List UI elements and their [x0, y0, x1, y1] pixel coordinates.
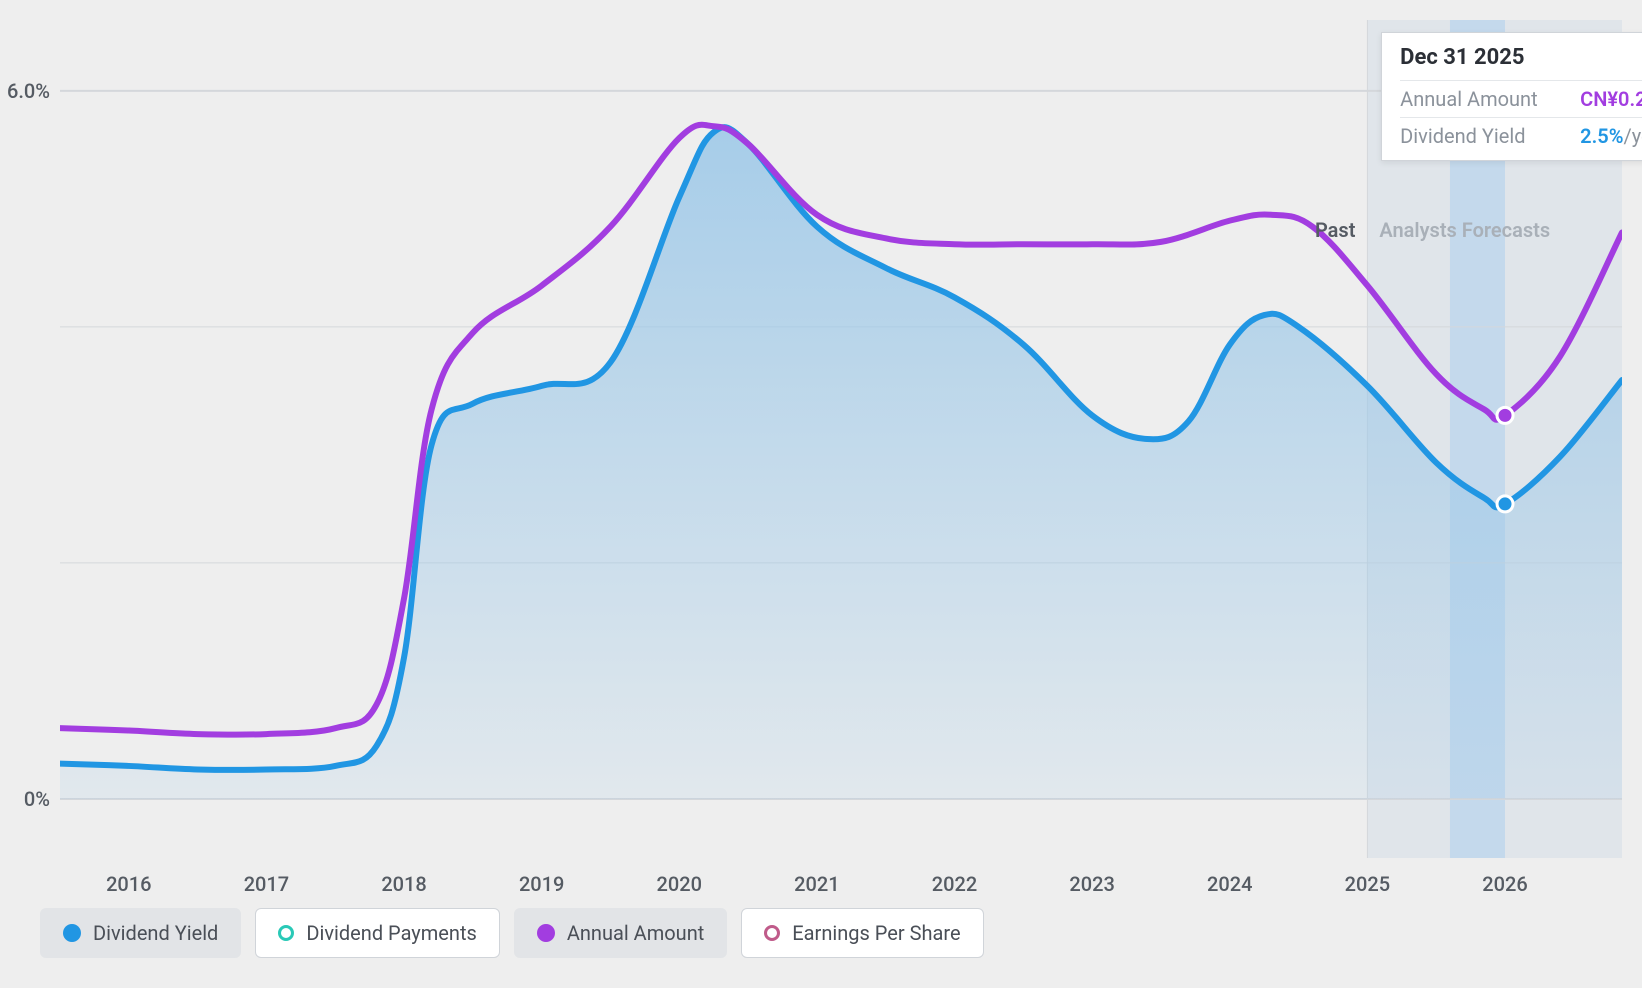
legend-label: Annual Amount [567, 921, 704, 945]
y-axis-label: 0% [24, 787, 60, 811]
legend-item-annual_amount[interactable]: Annual Amount [514, 908, 727, 958]
tooltip-row: Dividend Yield2.5%/year [1400, 117, 1642, 154]
chart-tooltip: Dec 31 2025 Annual AmountCN¥0.210/yearDi… [1381, 32, 1642, 161]
legend-swatch [63, 924, 81, 942]
legend-item-eps[interactable]: Earnings Per Share [741, 908, 983, 958]
x-axis-label: 2021 [794, 858, 839, 896]
tooltip-row-value: 2.5% [1580, 124, 1623, 148]
tooltip-row-key: Dividend Yield [1400, 124, 1580, 148]
tooltip-row-key: Annual Amount [1400, 87, 1580, 111]
x-axis-label: 2020 [657, 858, 702, 896]
tooltip-date: Dec 31 2025 [1400, 45, 1642, 80]
x-axis-label: 2022 [932, 858, 977, 896]
legend-item-dividend_yield[interactable]: Dividend Yield [40, 908, 241, 958]
x-axis-label: 2024 [1207, 858, 1252, 896]
tooltip-row-unit: /year [1623, 124, 1642, 148]
legend: Dividend Yield Dividend Payments Annual Am… [40, 908, 984, 958]
y-axis-label: 6.0% [7, 79, 60, 103]
legend-item-dividend_payments[interactable]: Dividend Payments [255, 908, 499, 958]
x-axis-label: 2019 [519, 858, 564, 896]
forecast-region-label: Analysts Forecasts [1379, 218, 1550, 242]
x-axis-label: 2018 [381, 858, 426, 896]
legend-swatch [537, 924, 555, 942]
tooltip-row: Annual AmountCN¥0.210/year [1400, 80, 1642, 117]
x-axis-label: 2026 [1482, 858, 1527, 896]
legend-label: Dividend Payments [306, 921, 476, 945]
tooltip-row-value: CN¥0.210 [1580, 87, 1642, 111]
tooltip-rows: Annual AmountCN¥0.210/yearDividend Yield… [1400, 80, 1642, 154]
past-region-label: Past [1315, 218, 1355, 242]
legend-swatch [278, 925, 294, 941]
legend-label: Earnings Per Share [792, 921, 960, 945]
legend-swatch [764, 925, 780, 941]
dividend-chart: 0% 6.0% 2016 2017 2018 2019 2020 2021 2022 2023 20… [0, 0, 1642, 988]
x-axis-label: 2023 [1069, 858, 1114, 896]
x-axis-label: 2016 [106, 858, 151, 896]
x-axis-label: 2017 [244, 858, 289, 896]
x-axis-label: 2025 [1345, 858, 1390, 896]
legend-label: Dividend Yield [93, 921, 218, 945]
